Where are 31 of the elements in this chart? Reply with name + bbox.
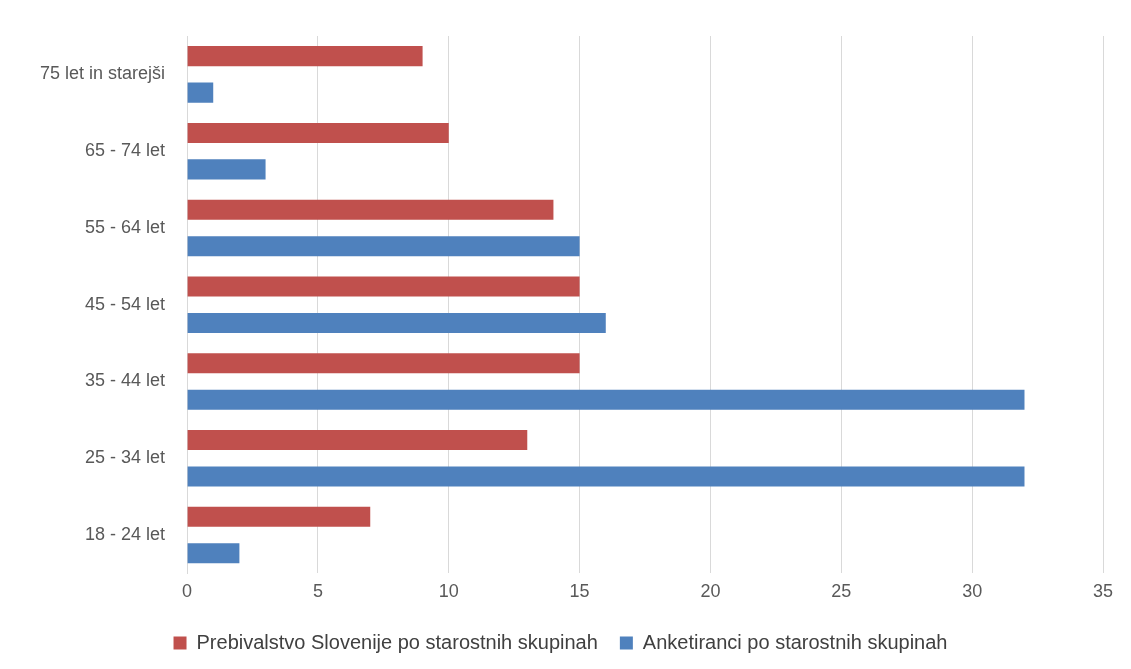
bar	[187, 236, 580, 257]
y-tick-label: 18 - 24 let	[85, 523, 166, 544]
y-tick-label: 55 - 64 let	[85, 216, 166, 237]
y-tick-label: 75 let in starejši	[40, 63, 166, 84]
x-tick-label: 10	[438, 581, 459, 602]
bar	[187, 543, 240, 564]
bar	[187, 353, 580, 374]
legend-label: Prebivalstvo Slovenije po starostnih skupinah	[196, 630, 598, 653]
x-tick-label: 25	[831, 581, 852, 602]
y-tick-label: 45 - 54 let	[85, 293, 166, 314]
bar	[187, 276, 580, 297]
bar	[187, 159, 266, 180]
bar	[187, 199, 554, 220]
bar	[187, 466, 1025, 487]
bar	[187, 429, 528, 451]
bar	[187, 312, 606, 333]
bar	[187, 389, 1025, 410]
x-tick-label: 35	[1092, 581, 1114, 602]
y-tick-label: 65 - 74 let	[85, 140, 166, 161]
legend-label: Anketiranci po starostnih skupinah	[642, 630, 948, 653]
y-tick-label: 25 - 34 let	[85, 447, 166, 468]
x-tick-label: 30	[962, 581, 983, 602]
x-tick-label: 15	[569, 581, 590, 602]
x-tick-label: 5	[312, 581, 323, 602]
bar	[187, 82, 214, 103]
y-tick-label: 35 - 44 let	[85, 370, 166, 391]
x-tick-label: 20	[700, 581, 721, 602]
bar	[187, 506, 371, 527]
bar	[187, 46, 423, 67]
bar	[187, 122, 449, 143]
x-tick-label: 0	[182, 581, 193, 602]
